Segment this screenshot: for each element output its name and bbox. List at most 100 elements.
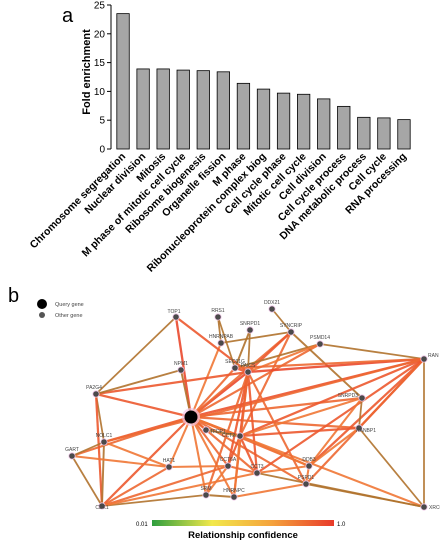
bar	[236, 82, 251, 150]
gene-node	[231, 364, 239, 372]
gene-label: HNRNPC	[223, 488, 245, 494]
panel-label-a: a	[62, 5, 74, 27]
bar-chart-panel: a 0 5 10 15 20 25 Chromosome segregationNucle…	[28, 1, 411, 275]
gene-label: CCT2	[222, 433, 235, 439]
gene-label: DDB3	[302, 457, 316, 463]
network-edge	[168, 464, 229, 469]
gene-node	[355, 424, 363, 432]
network-edge	[190, 416, 229, 467]
network-edge	[95, 370, 249, 396]
network-edge	[238, 435, 259, 474]
network-panel: b Query gene Other gene TOP1 RRS1 DDX21 SNRP…	[8, 285, 440, 541]
network-edge	[168, 416, 192, 468]
bar	[337, 105, 351, 150]
network-edge	[190, 416, 425, 508]
bar	[176, 69, 190, 150]
network-edge	[101, 441, 105, 507]
gene-label: XRCC5	[429, 505, 440, 511]
network-edge	[217, 316, 222, 344]
gene-node	[420, 355, 428, 363]
network-edge	[226, 371, 250, 467]
category-label: Chromosome segregation	[28, 151, 128, 251]
network-edge	[71, 441, 105, 457]
bar	[377, 117, 391, 150]
network-edge	[239, 357, 425, 438]
bar-chart-axes: 0 5 10 15 20 25	[94, 1, 112, 156]
gene-label: PA2G4	[86, 385, 102, 391]
gene-node	[246, 326, 254, 334]
y-tick-label: 0	[99, 145, 105, 156]
gene-node	[268, 305, 276, 313]
network-legend: Query gene Other gene	[37, 299, 84, 319]
network-edge	[227, 464, 258, 475]
network-edge	[358, 397, 363, 429]
query-gene-node	[184, 410, 198, 424]
gene-label: PSPD1	[298, 475, 315, 481]
gene-node	[98, 502, 106, 510]
bar	[216, 71, 230, 150]
network-edge	[190, 416, 235, 498]
bar	[256, 88, 271, 150]
gene-node	[68, 452, 76, 460]
query-gene-legend-marker	[37, 299, 47, 309]
network-edge	[101, 466, 170, 507]
network-edge	[226, 435, 242, 467]
network-edges	[71, 308, 425, 508]
network-edge	[190, 367, 236, 418]
gene-label: DDX21	[264, 300, 280, 306]
bar	[136, 68, 150, 150]
gene-node	[202, 426, 210, 434]
network-edge	[205, 429, 241, 437]
gene-label: HAT1	[163, 458, 176, 464]
network-edge	[308, 427, 360, 467]
network-edge	[190, 343, 321, 418]
network-edge	[220, 331, 292, 344]
gene-label: CDK1	[95, 505, 109, 511]
network-edge	[308, 397, 363, 467]
gene-label: SNRPD1	[240, 321, 261, 327]
gene-node	[287, 328, 295, 336]
network-edge	[71, 455, 103, 507]
gene-label: PAICS	[241, 363, 256, 369]
network-edge	[190, 416, 307, 485]
network-edge	[234, 357, 425, 370]
network-edge	[308, 358, 425, 467]
bar	[397, 119, 411, 150]
network-edge	[239, 331, 292, 437]
bar	[116, 13, 130, 150]
gene-label: NOLC1	[96, 433, 113, 439]
gene-node	[302, 480, 310, 488]
network-edge	[239, 397, 363, 437]
bar	[196, 70, 210, 150]
gene-label: RAN	[428, 353, 439, 359]
gene-node	[236, 432, 244, 440]
network-edge	[256, 472, 425, 508]
gene-node	[253, 469, 261, 477]
network-edge	[103, 441, 170, 468]
network-edge	[95, 392, 192, 419]
network-edge	[101, 464, 229, 508]
bar	[357, 116, 371, 150]
network-edge	[239, 435, 310, 467]
gene-node	[305, 462, 313, 470]
network-edge	[175, 316, 249, 373]
gene-node	[420, 503, 428, 511]
gene-node	[92, 390, 100, 398]
network-edge	[101, 494, 207, 507]
gene-node	[202, 491, 210, 499]
gene-node	[165, 463, 173, 471]
gene-label: SNRPD3	[338, 393, 359, 399]
bar	[297, 93, 311, 150]
network-edge	[256, 464, 310, 475]
network-edge	[256, 358, 425, 474]
gene-node	[217, 339, 225, 347]
network-edge	[95, 316, 177, 395]
colorbar-max-label: 1.0	[337, 522, 346, 528]
gene-label: RRS1	[211, 308, 225, 314]
network-edge	[319, 343, 425, 360]
gene-node	[316, 340, 324, 348]
y-tick-label: 20	[94, 29, 106, 40]
gene-label: CCT3	[250, 464, 263, 470]
network-edge	[305, 358, 425, 485]
network-edge	[358, 427, 425, 508]
